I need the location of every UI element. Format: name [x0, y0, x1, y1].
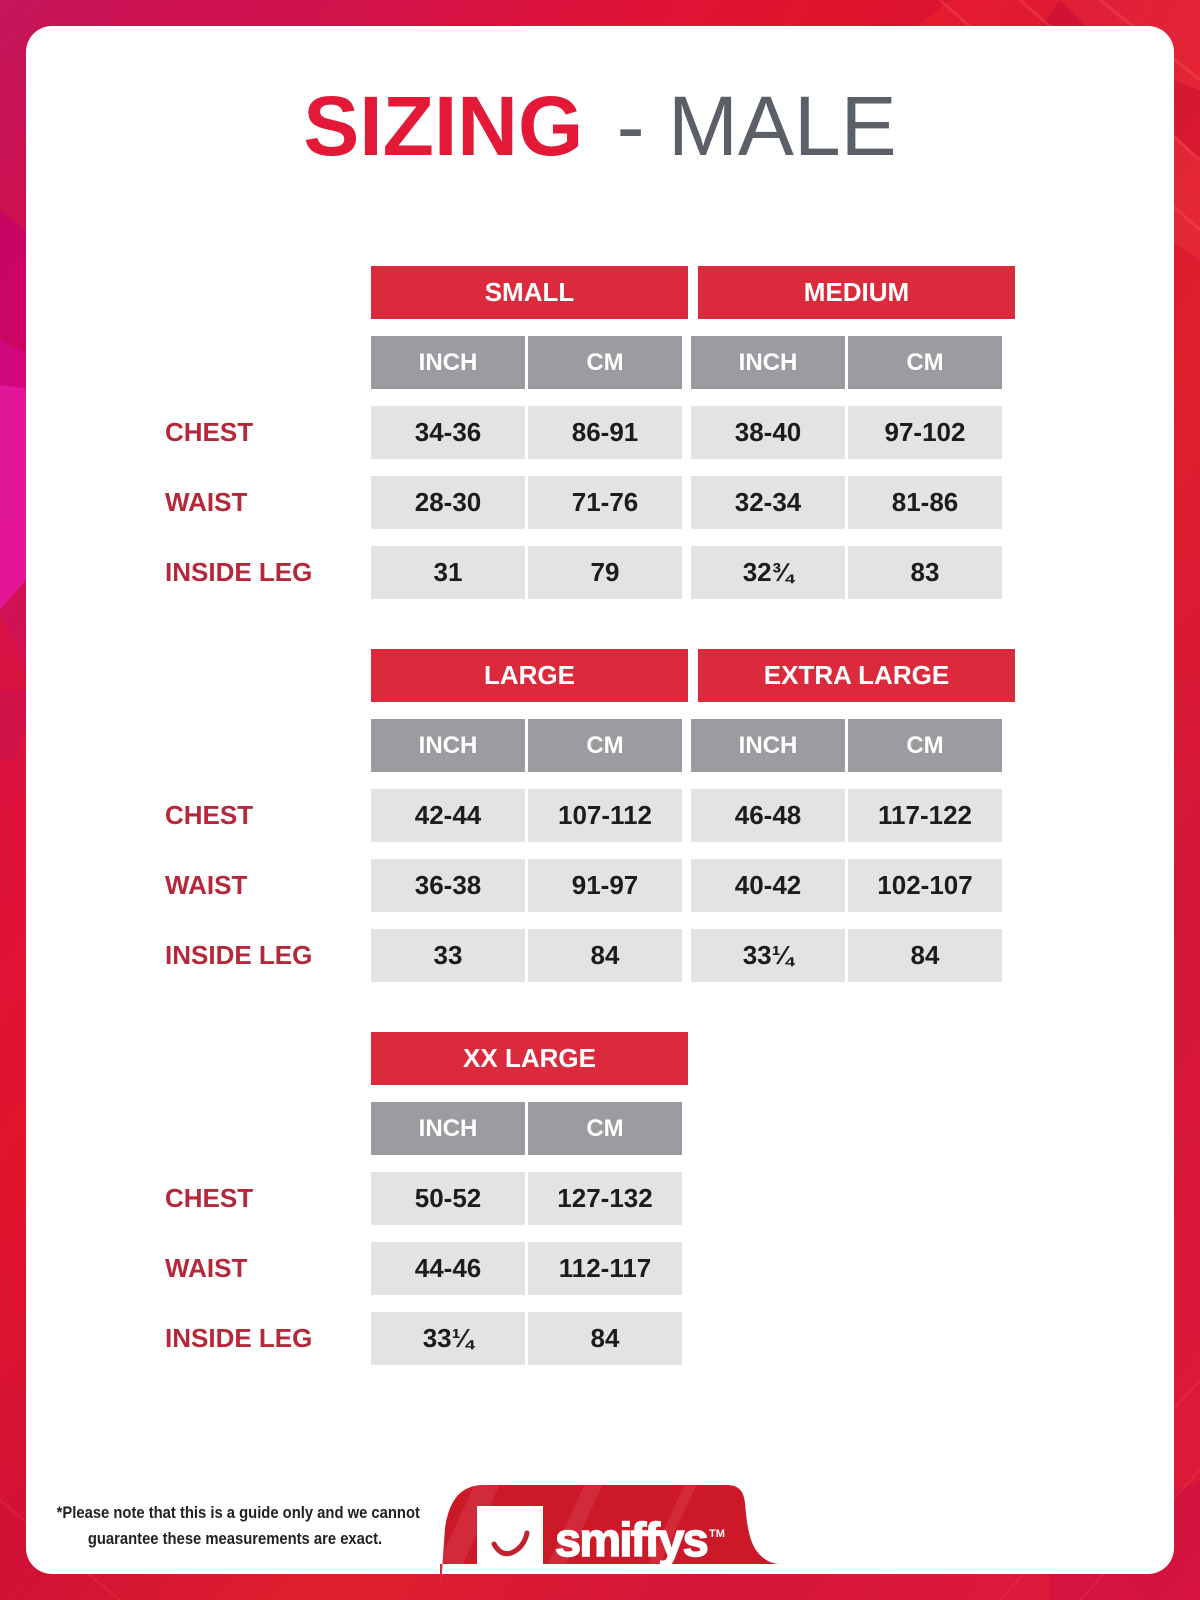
- svg-text:TM: TM: [709, 1528, 725, 1540]
- svg-text:smiffys: smiffys: [555, 1513, 708, 1566]
